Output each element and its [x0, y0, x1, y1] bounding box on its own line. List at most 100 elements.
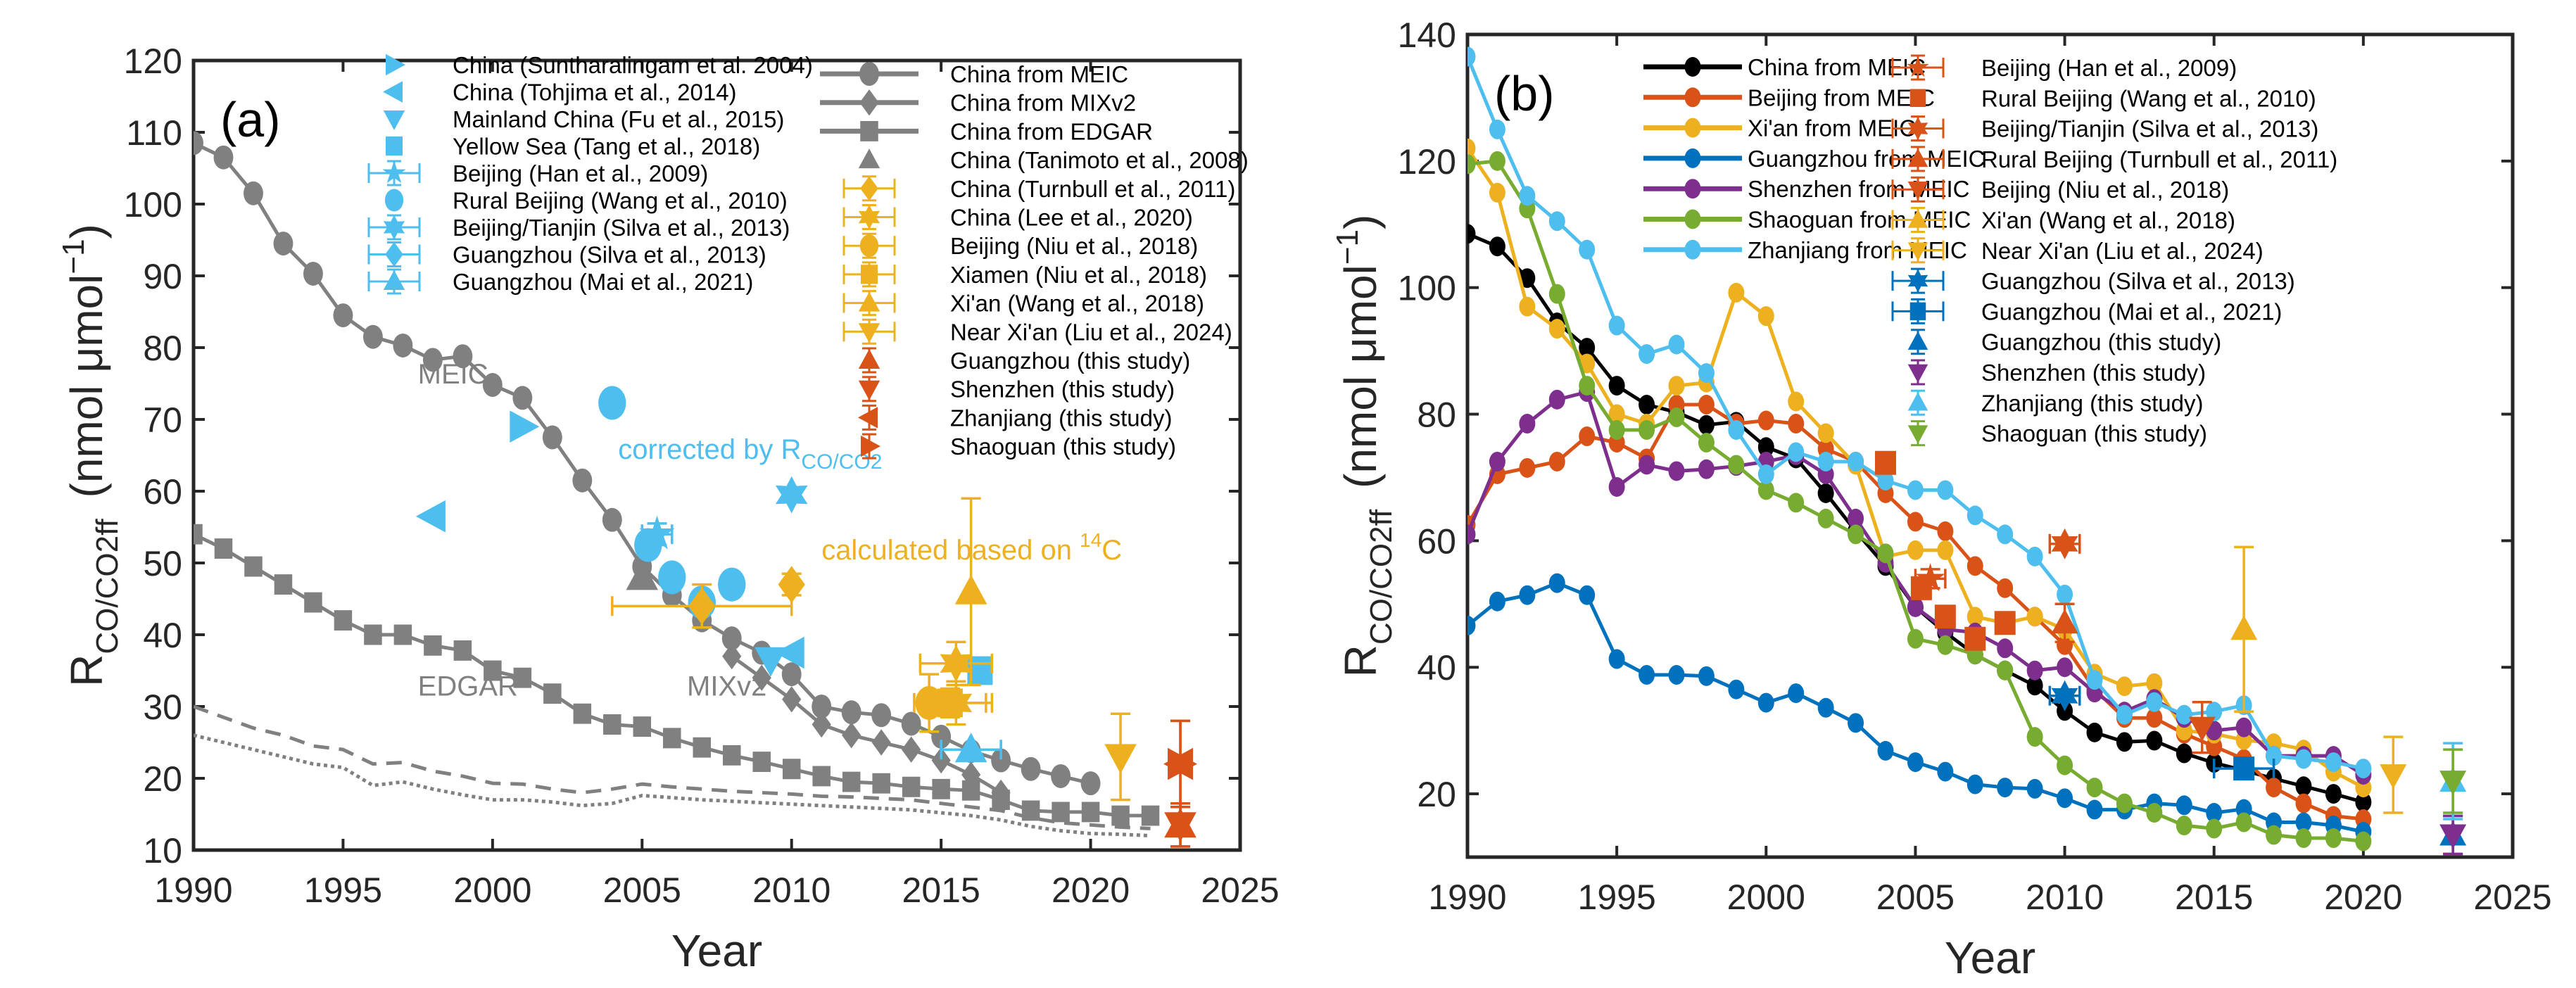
legend-marker-circle — [1684, 239, 1701, 260]
data-point — [931, 747, 951, 774]
data-point — [1757, 464, 1774, 484]
data-point — [213, 145, 234, 170]
data-point — [1164, 812, 1197, 842]
legend-label: Shenzhen (this study) — [950, 376, 1175, 403]
data-point — [1875, 450, 1896, 475]
data-point — [1489, 451, 1505, 471]
data-point — [1964, 626, 1986, 651]
data-point — [1817, 697, 1834, 718]
data-point — [453, 344, 473, 369]
data-point — [1548, 211, 1565, 232]
data-point — [453, 640, 472, 661]
legend-item: Rural Beijing (Turnbull et al., 2011) — [1891, 146, 2337, 172]
legend-label: Guangzhou (this study) — [1981, 329, 2221, 355]
legend-label: Shenzhen (this study) — [1981, 360, 2206, 386]
data-point — [1489, 182, 1505, 203]
data-point — [512, 386, 533, 410]
data-point — [1548, 284, 1565, 304]
data-point — [1788, 493, 1805, 513]
legend-item: Guangzhou (Mai et al., 2021) — [1891, 298, 2282, 324]
legend-item: Near Xi'an (Liu et al., 2024) — [842, 318, 1232, 345]
data-point — [214, 538, 233, 559]
data-point — [1548, 389, 1565, 410]
data-point — [871, 703, 892, 728]
legend-marker-star — [382, 160, 406, 184]
legend-item: Guangzhou (this study) — [1907, 329, 2221, 355]
legend-item: Beijing (Han et al., 2009) — [1891, 54, 2237, 81]
x-tick-label: 2015 — [902, 870, 980, 910]
legend-item: Near Xi'an (Liu et al., 2024) — [1891, 237, 2264, 264]
data-point — [1994, 611, 2016, 635]
plot-area — [194, 131, 1198, 848]
data-point — [1467, 524, 1476, 545]
data-point — [2235, 812, 2252, 832]
y-tick-label: 70 — [143, 400, 182, 440]
data-point — [2233, 756, 2255, 781]
data-point — [775, 476, 808, 514]
legend-right: Beijing (Han et al., 2009) Rural Beijing … — [1891, 54, 2337, 447]
x-tick-label: 2005 — [1876, 878, 1955, 917]
legend-label: Mainland China (Fu et al., 2015) — [453, 106, 784, 132]
data-point — [2266, 778, 2283, 798]
data-point — [721, 626, 742, 651]
data-point — [2355, 792, 2372, 812]
panel-label: (b) — [1494, 66, 1555, 121]
data-point — [393, 333, 413, 357]
data-point — [782, 759, 801, 780]
legend-marker-circle — [1684, 87, 1701, 108]
data-point — [1788, 442, 1805, 462]
data-point — [2206, 702, 2223, 722]
series-edgar-dashed — [194, 704, 1151, 830]
data-point — [688, 587, 716, 625]
data-point — [1788, 391, 1805, 412]
data-point — [961, 780, 980, 801]
legend-label: Beijing/Tianjin (Silva et al., 2013) — [1981, 116, 2318, 142]
annotation-corrected-by-r: corrected by RCO/CO2 — [618, 434, 882, 474]
data-point — [954, 733, 987, 763]
annotation-edgar: EDGAR — [418, 671, 518, 702]
series-china-from-mixv2 — [722, 642, 1011, 806]
data-point — [2295, 776, 2312, 797]
data-point — [362, 324, 383, 349]
series-shenzhen-this-study — [2439, 814, 2467, 856]
legend-marker-triangle-up — [383, 270, 405, 290]
legend-marker-circle — [859, 62, 879, 86]
legend-marker-triangle-up — [1907, 331, 1928, 350]
legend-label: Beijing/Tianjin (Silva et al., 2013) — [453, 215, 790, 241]
data-point — [1997, 638, 2014, 659]
data-point — [2057, 635, 2073, 655]
data-point — [598, 386, 626, 420]
data-point — [1907, 480, 1924, 500]
data-point — [1966, 505, 1983, 526]
legend-label: Guangzhou (this study) — [950, 348, 1190, 374]
data-point — [482, 373, 503, 398]
x-tick-label: 2010 — [752, 870, 831, 910]
data-point — [1548, 319, 1565, 339]
data-point — [542, 425, 562, 450]
legend-label: China (Lee et al., 2020) — [950, 205, 1193, 231]
data-point — [2146, 803, 2163, 823]
data-point — [303, 261, 323, 286]
data-point — [1639, 455, 1655, 475]
data-point — [513, 667, 532, 688]
legend-label: Guangzhou (Mai et al., 2021) — [1981, 298, 2282, 324]
data-point — [1668, 461, 1685, 481]
x-tick-label: 2000 — [1727, 878, 1805, 917]
legend-item: Guangzhou (this study) — [858, 347, 1190, 374]
data-point — [2086, 778, 2103, 798]
data-point — [2355, 759, 2372, 779]
series-shaoguan-this-study — [2439, 748, 2467, 814]
data-point — [841, 700, 861, 725]
legend-left: China (Suntharalingam et al. 2004)China … — [367, 52, 813, 295]
panel-label: (a) — [220, 92, 281, 147]
data-point — [194, 131, 203, 156]
legend-item: Yellow Sea (Tang et al., 2018) — [386, 134, 760, 160]
legend-item: Beijing (Niu et al., 2018) — [842, 232, 1198, 259]
legend-item: Guangzhou (Silva et al., 2013) — [1891, 267, 2295, 294]
series-near-xi-an-liu-et-al-2024 — [2380, 735, 2407, 814]
legend-marker-hexagram — [383, 215, 405, 240]
data-point — [1608, 315, 1625, 336]
data-point — [2051, 609, 2078, 634]
legend-marker-triangle-left — [383, 81, 403, 103]
data-point — [1608, 649, 1625, 669]
